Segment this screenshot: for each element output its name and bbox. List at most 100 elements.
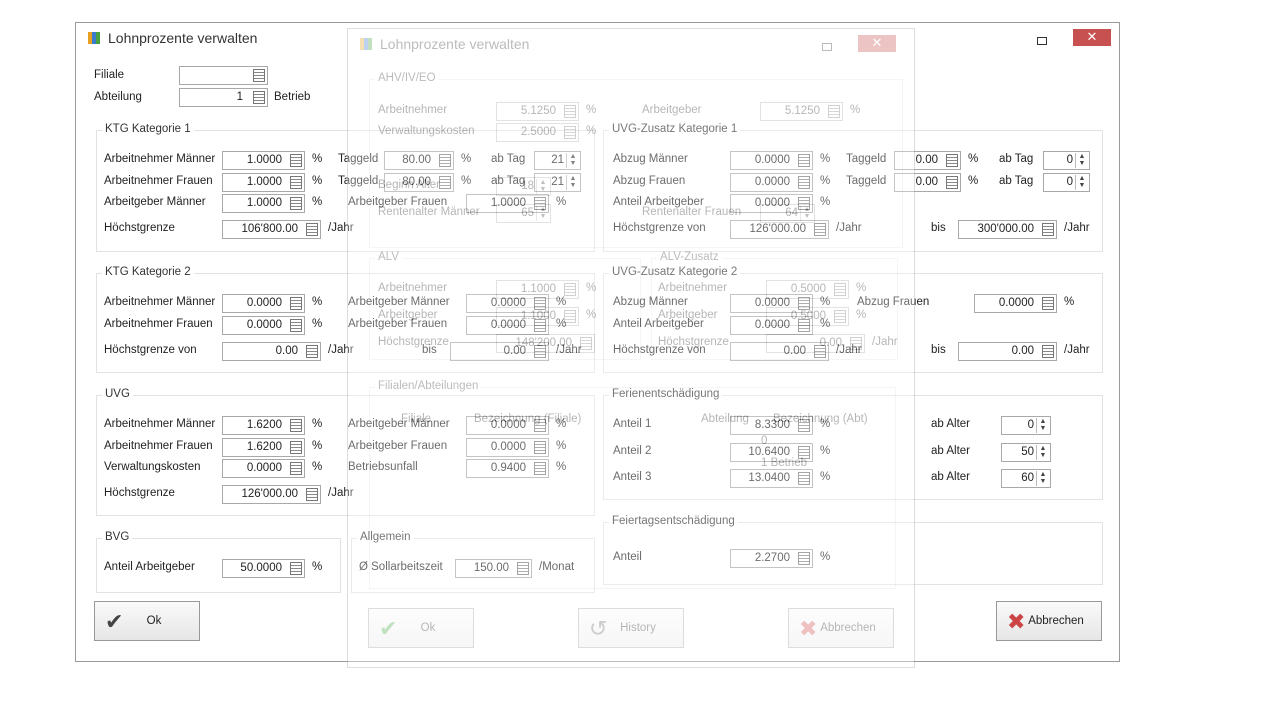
- calculator-icon[interactable]: [306, 223, 318, 236]
- minimize-button[interactable]: [1037, 37, 1047, 45]
- calculator-icon[interactable]: [534, 441, 546, 454]
- calculator-icon[interactable]: [534, 197, 546, 210]
- input[interactable]: 0.0000: [222, 459, 305, 478]
- calculator-icon[interactable]: [290, 562, 302, 575]
- calculator-icon[interactable]: [798, 419, 810, 432]
- calculator-icon[interactable]: [439, 176, 451, 189]
- calculator-icon[interactable]: [290, 319, 302, 332]
- spin-input[interactable]: 0 ▲ ▼: [1001, 416, 1051, 435]
- calculator-icon[interactable]: [850, 337, 862, 350]
- input[interactable]: 300'000.00: [958, 220, 1057, 239]
- input[interactable]: 1.0000: [466, 194, 549, 213]
- input[interactable]: 50.0000: [222, 559, 305, 578]
- spinner[interactable]: ▲ ▼: [1075, 153, 1088, 168]
- calculator-icon[interactable]: [798, 297, 810, 310]
- spinner[interactable]: ▲ ▼: [536, 206, 549, 221]
- input[interactable]: 1.0000: [222, 194, 305, 213]
- button[interactable]: ✖ Abbrechen: [788, 608, 894, 648]
- spinner[interactable]: ▲ ▼: [566, 153, 579, 168]
- input[interactable]: 1.6200: [222, 438, 305, 457]
- spin-input[interactable]: 18 ▲ ▼: [496, 177, 551, 196]
- spinner[interactable]: ▲ ▼: [1075, 175, 1088, 190]
- calculator-icon[interactable]: [564, 283, 576, 296]
- input[interactable]: 0.0000: [466, 416, 549, 435]
- spinner[interactable]: ▲ ▼: [566, 175, 579, 190]
- calculator-icon[interactable]: [517, 562, 529, 575]
- spinner[interactable]: ▲ ▼: [1036, 418, 1049, 433]
- calculator-icon[interactable]: [290, 419, 302, 432]
- input[interactable]: 126'000.00: [730, 220, 829, 239]
- calculator-icon[interactable]: [814, 345, 826, 358]
- calculator-icon[interactable]: [798, 176, 810, 189]
- minimize-button[interactable]: [822, 43, 832, 51]
- calculator-icon[interactable]: [564, 126, 576, 139]
- input[interactable]: 0.0000: [466, 438, 549, 457]
- input[interactable]: 0.9400: [466, 459, 549, 478]
- calculator-icon[interactable]: [534, 297, 546, 310]
- input[interactable]: 0.0000: [730, 316, 813, 335]
- input[interactable]: 106'800.00: [222, 220, 321, 239]
- input[interactable]: 150.00: [455, 559, 532, 578]
- calculator-icon[interactable]: [534, 462, 546, 475]
- calculator-icon[interactable]: [290, 176, 302, 189]
- input[interactable]: 0.0000: [974, 294, 1057, 313]
- calculator-icon[interactable]: [564, 310, 576, 323]
- input[interactable]: 10.6400: [730, 443, 813, 462]
- close-button[interactable]: ✕: [1073, 29, 1111, 46]
- calculator-icon[interactable]: [798, 446, 810, 459]
- calculator-icon[interactable]: [834, 283, 846, 296]
- calculator-icon[interactable]: [290, 154, 302, 167]
- calculator-icon[interactable]: [306, 345, 318, 358]
- calculator-icon[interactable]: [814, 223, 826, 236]
- calculator-icon[interactable]: [580, 337, 592, 350]
- input[interactable]: 0.00: [894, 151, 961, 170]
- calculator-icon[interactable]: [439, 154, 451, 167]
- calculator-icon[interactable]: [534, 319, 546, 332]
- input[interactable]: 1.0000: [222, 151, 305, 170]
- button[interactable]: ↺ History: [578, 608, 684, 648]
- input[interactable]: 2.5000: [496, 123, 579, 142]
- input[interactable]: 0.0000: [730, 173, 813, 192]
- close-button[interactable]: ✕: [858, 35, 896, 52]
- calculator-icon[interactable]: [290, 462, 302, 475]
- spinner[interactable]: ▲ ▼: [800, 206, 813, 221]
- spin-input[interactable]: 21 ▲ ▼: [534, 173, 581, 192]
- spinner[interactable]: ▲ ▼: [1036, 471, 1049, 486]
- input[interactable]: 0.0000: [222, 316, 305, 335]
- input[interactable]: 1.1000: [496, 280, 579, 299]
- input[interactable]: 1.6200: [222, 416, 305, 435]
- input[interactable]: 0.0000: [730, 294, 813, 313]
- calculator-icon[interactable]: [290, 441, 302, 454]
- calculator-icon[interactable]: [946, 176, 958, 189]
- spin-input[interactable]: 60 ▲ ▼: [1001, 469, 1051, 488]
- calculator-icon[interactable]: [798, 472, 810, 485]
- button[interactable]: ✔ Ok: [368, 608, 474, 648]
- calculator-icon[interactable]: [1042, 223, 1054, 236]
- input[interactable]: 0.0000: [222, 294, 305, 313]
- input[interactable]: 0.5000: [766, 307, 849, 326]
- spinner[interactable]: ▲ ▼: [1036, 445, 1049, 460]
- calculator-icon[interactable]: [834, 310, 846, 323]
- button[interactable]: ✖ Abbrechen: [996, 601, 1102, 641]
- input[interactable]: 13.0400: [730, 469, 813, 488]
- input[interactable]: 126'000.00: [222, 485, 321, 504]
- input[interactable]: 8.3300: [730, 416, 813, 435]
- filiale-input[interactable]: [179, 66, 268, 85]
- calculator-icon[interactable]: [1042, 345, 1054, 358]
- calculator-icon[interactable]: [798, 552, 810, 565]
- spinner[interactable]: ▲ ▼: [536, 179, 549, 194]
- input[interactable]: 1.0000: [222, 173, 305, 192]
- input[interactable]: 0.00: [958, 342, 1057, 361]
- input[interactable]: 0.0000: [730, 151, 813, 170]
- calculator-icon[interactable]: [290, 297, 302, 310]
- spin-input[interactable]: 21 ▲ ▼: [534, 151, 581, 170]
- input[interactable]: 1.1000: [496, 307, 579, 326]
- calculator-icon[interactable]: [306, 488, 318, 501]
- input[interactable]: 0.00: [450, 342, 549, 361]
- spin-input[interactable]: 65 ▲ ▼: [496, 204, 551, 223]
- calculator-icon[interactable]: [534, 419, 546, 432]
- input[interactable]: 0.0000: [730, 194, 813, 213]
- input[interactable]: 5.1250: [496, 102, 579, 121]
- calculator-icon[interactable]: [798, 197, 810, 210]
- spin-input[interactable]: 0 ▲ ▼: [1043, 173, 1090, 192]
